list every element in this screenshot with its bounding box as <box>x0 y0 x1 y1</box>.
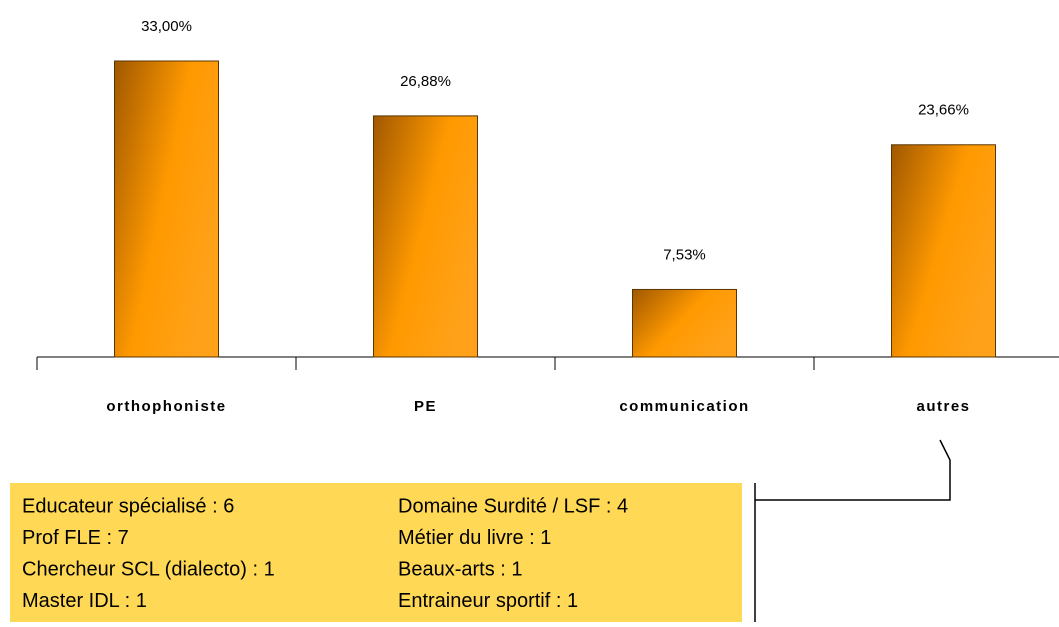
bar <box>632 288 737 358</box>
x-tick-label: autres <box>916 398 970 415</box>
annotation-line: Educateur spécialisé : 6 <box>22 495 234 517</box>
value-label: 33,00% <box>141 18 192 35</box>
value-label: 26,88% <box>400 73 451 90</box>
x-tick-label: PE <box>414 398 437 415</box>
x-tick-label: communication <box>619 398 749 415</box>
annotation-box <box>10 483 742 622</box>
bar <box>114 60 219 358</box>
annotation-line: Métier du livre : 1 <box>398 527 551 549</box>
annotation-line: Domaine Surdité / LSF : 4 <box>398 495 628 517</box>
bracket <box>754 439 951 622</box>
x-tick-label: orthophoniste <box>106 398 226 415</box>
value-label: 23,66% <box>918 102 969 119</box>
annotation-line: Beaux-arts : 1 <box>398 558 523 580</box>
annotation-line: Chercheur SCL (dialecto) : 1 <box>22 558 275 580</box>
bar <box>891 144 996 358</box>
bar <box>373 115 478 358</box>
annotation-line: Master IDL : 1 <box>22 590 147 612</box>
annotation-line: Entraineur sportif : 1 <box>398 590 578 612</box>
annotation-line: Prof FLE : 7 <box>22 527 129 549</box>
value-label: 7,53% <box>663 246 706 263</box>
